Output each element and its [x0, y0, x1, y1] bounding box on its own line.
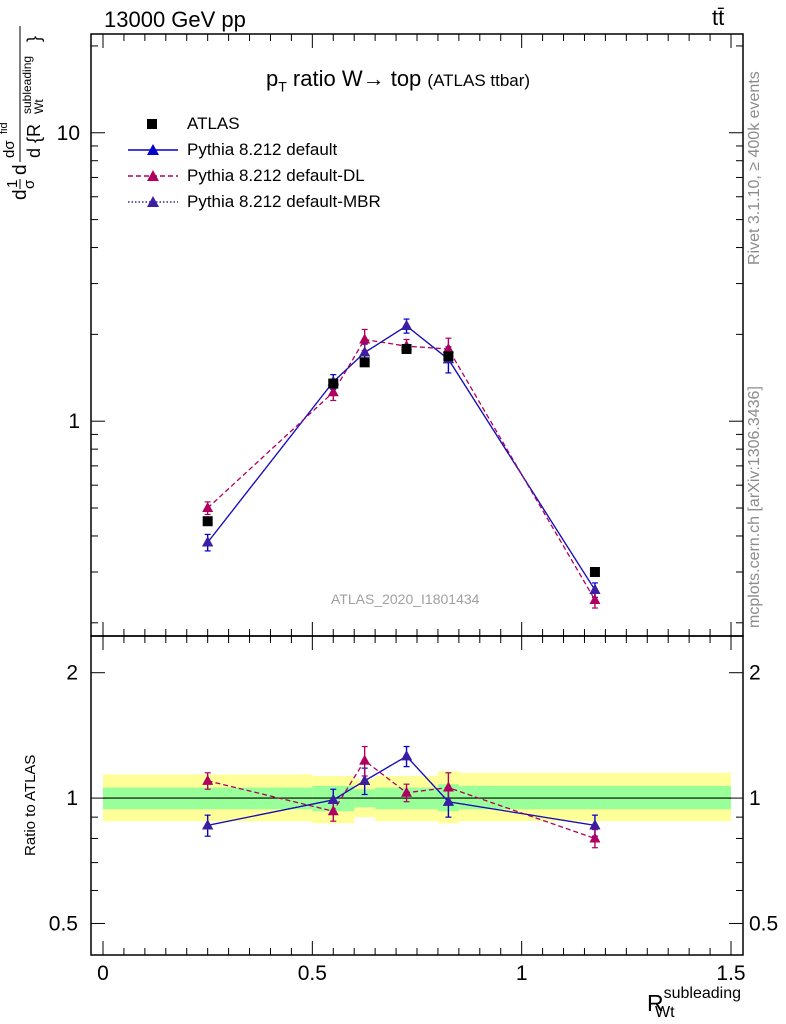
triangle-marker [442, 781, 454, 792]
data-point [328, 378, 339, 389]
x-tick-label: 1.5 [716, 962, 745, 985]
triangle-dotted-line-icon [128, 196, 178, 207]
ylabel-fid: fid [0, 122, 10, 134]
title-main: p [266, 66, 279, 91]
main-series [202, 318, 601, 609]
triangle-marker [359, 346, 371, 357]
x-tick-label: 1 [516, 962, 528, 985]
y-tick-label: 2 [66, 662, 78, 685]
ylabel-denom-sup: subleading [20, 56, 34, 114]
analysis-watermark: ATLAS_2020_I1801434 [331, 591, 480, 607]
triangle-dashed-line-icon [128, 170, 178, 181]
y-tick-label: 1 [66, 787, 78, 810]
ylabel-frac-num: 1 [4, 180, 21, 188]
triangle-marker [327, 793, 339, 804]
triangle-marker [359, 333, 371, 344]
ylabel-d2: d [10, 164, 31, 175]
data-point [401, 343, 412, 354]
y-tick-label-right: 0.5 [749, 912, 778, 935]
series-line [207, 325, 596, 591]
header-process-label: tt̄ [712, 5, 725, 30]
triangle-marker [589, 583, 601, 594]
triangle-marker [401, 786, 413, 797]
ylabel-dsigma: dσ [1, 140, 18, 158]
square-marker-icon [147, 119, 157, 129]
ylabel-frac-den: σ [21, 179, 38, 189]
triangle-marker [327, 805, 339, 816]
triangle-marker [401, 319, 413, 330]
legend-label: Pythia 8.212 default-DL [187, 166, 365, 185]
plot-title: pT ratio W→ top (ATLAS ttbar) [266, 66, 530, 94]
title-main-rest: ratio W→ top [286, 66, 422, 91]
triangle-marker [359, 774, 371, 785]
plot-axes: 0 0.5 1 1.5 1 10 0.5 0.5 1 1 2 2 [49, 33, 778, 985]
triangle-marker [327, 386, 339, 397]
ylabel-d: d [10, 189, 31, 200]
title-main-sub: T [278, 78, 287, 95]
triangle-marker [401, 750, 413, 761]
series-line [207, 325, 596, 591]
x-axis-label: RsubleadingWt [647, 985, 742, 1021]
legend-label: Pythia 8.212 default-MBR [187, 192, 381, 211]
ratio-uncertainty-bands [103, 771, 731, 824]
ylabel-denom: d {R [24, 124, 44, 158]
rivet-label: Rivet 3.1.10, ≥ 400k events [746, 71, 763, 265]
triangle-marker [359, 754, 371, 765]
triangle-marker [202, 536, 214, 547]
triangle-marker [589, 593, 601, 604]
ylabel-close: } [24, 36, 44, 42]
series-line [207, 759, 596, 840]
triangle-marker [202, 502, 214, 513]
y-tick-label-right: 1 [749, 787, 761, 810]
mcplots-label: mcplots.cern.ch [arXiv:1306.3436] [746, 386, 763, 628]
title-suffix: (ATLAS ttbar) [427, 71, 531, 90]
y-tick-label: 10 [57, 122, 80, 145]
y-tick-label-right: 2 [749, 662, 761, 685]
triangle-marker [589, 832, 601, 843]
ratio-series [202, 745, 601, 849]
triangle-marker [589, 819, 601, 830]
x-tick-label: 0 [97, 962, 109, 985]
data-point [202, 516, 213, 527]
x-tick-label: 0.5 [298, 962, 327, 985]
y-tick-label: 1 [68, 410, 80, 433]
series-line [207, 755, 596, 827]
triangle-marker [202, 819, 214, 830]
ratio-y-axis-label: Ratio to ATLAS [22, 754, 39, 856]
legend-label: ATLAS [187, 114, 240, 133]
triangle-marker [202, 774, 214, 785]
header-energy-label: 13000 GeV pp [104, 7, 246, 32]
main-y-axis-label: d 1 σ d dσ fid d {R subleading Wt } [0, 26, 44, 200]
triangle-solid-line-icon [128, 144, 178, 155]
ylabel-denom-sub: Wt [32, 99, 44, 114]
triangle-marker [442, 795, 454, 806]
data-point [359, 357, 370, 368]
triangle-marker [442, 342, 454, 353]
y-tick-label: 0.5 [49, 912, 78, 935]
data-point [443, 351, 454, 362]
legend-label: Pythia 8.212 default [187, 140, 338, 159]
data-point [589, 567, 600, 578]
series-line [207, 338, 596, 601]
